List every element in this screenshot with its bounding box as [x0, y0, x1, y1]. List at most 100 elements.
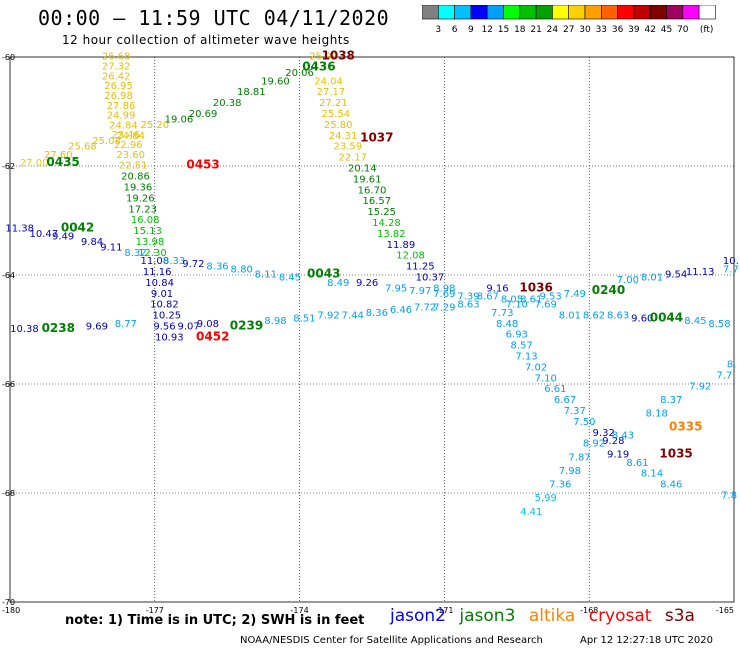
lon-tick-label: -177 [146, 606, 164, 615]
legend-label: 45 [661, 25, 672, 35]
legend-label: 27 [563, 25, 574, 35]
pass-time-label: 0238 [42, 321, 75, 335]
pass-time-label: 0239 [230, 319, 263, 333]
legend-label: 39 [628, 25, 640, 35]
wave-height-label: 20.38 [213, 98, 242, 109]
wave-height-label: 8.98 [264, 316, 286, 327]
wave-height-label: 8.58 [708, 319, 730, 330]
legend-unit: (ft) [700, 25, 714, 35]
wave-height-label: 9.11 [100, 242, 122, 253]
legend-label: 24 [547, 25, 559, 35]
legend-label: 21 [530, 25, 541, 35]
wave-height-label: 9.19 [607, 450, 629, 461]
wave-height-label: 10.82 [150, 300, 179, 311]
wave-height-label: 7.7 [716, 371, 732, 382]
wave-height-label: 5.99 [535, 493, 557, 504]
wave-height-label: 25.20 [140, 120, 169, 131]
wave-height-label: 22.51 [119, 161, 148, 172]
wave-height-label: 10.1 [723, 256, 740, 267]
wave-height-label: 11.89 [387, 240, 416, 251]
wave-height-label: 8.61 [520, 294, 542, 305]
lon-tick-label: -168 [580, 606, 598, 615]
wave-height-label: 24.84 [116, 131, 145, 142]
legend-label: 9 [468, 25, 474, 35]
legend-label: 42 [644, 25, 655, 35]
lon-tick-label: -174 [291, 606, 309, 615]
color-legend: 3 6 9 12 15 18 21 24 27 30 33 36 39 42 45 70 (ft) [422, 5, 716, 35]
wave-height-label: 9.07 [177, 322, 199, 333]
pass-time-label: 0335 [669, 419, 702, 433]
wave-height-label: 7.71 [723, 264, 740, 275]
legend-label: 36 [612, 25, 624, 35]
pass-time-label: 0453 [186, 158, 219, 172]
wave-height-label: 7.10 [506, 300, 528, 311]
wave-height-label: 7.02 [525, 362, 547, 373]
lat-tick-label: -68 [2, 489, 15, 498]
wave-height-label: 24.31 [329, 131, 358, 142]
wave-height-label: 8.80 [231, 264, 253, 275]
lat-tick-label: -62 [2, 162, 15, 171]
wave-height-label: 11.08 [140, 256, 169, 267]
wave-height-label: 8.05 [501, 294, 523, 305]
page-title: 00:00 – 11:59 UTC 04/11/2020 [38, 6, 390, 30]
wave-height-label: 7.72 [414, 302, 436, 313]
wave-height-label: 9.53 [539, 292, 561, 303]
satellite-cryosat: cryosat [588, 606, 652, 626]
wave-height-label: 9.28 [602, 436, 624, 447]
wave-height-label: 7.73 [491, 308, 513, 319]
wave-height-label: 26.42 [102, 71, 131, 82]
pass-time-label: 0435 [46, 155, 79, 169]
wave-height-label: 8. [727, 360, 737, 371]
wave-height-label: 24.99 [107, 111, 136, 122]
wave-height-label: 7.69 [433, 289, 455, 300]
lon-tick-label: -165 [716, 606, 734, 615]
wave-height-label: 11.13 [686, 267, 715, 278]
wave-height-label: 24.84 [109, 120, 138, 131]
wave-height-label: 25.68 [68, 142, 97, 153]
satellite-jason3: jason3 [459, 606, 516, 626]
legend-label: 3 [435, 25, 441, 35]
legend-swatch [698, 5, 716, 20]
wave-height-label: 8.51 [293, 313, 315, 324]
wave-height-label: 23.60 [116, 150, 145, 161]
wave-height-label: 23.46 [112, 130, 141, 141]
wave-height-label: 7.49 [564, 289, 586, 300]
pass-time-label: 1038 [322, 49, 355, 63]
satellite-s3a: s3a [664, 606, 695, 626]
pass-time-label: 0043 [307, 267, 340, 281]
wave-height-label: 8.45 [279, 272, 301, 283]
wave-height-label: 11.25 [406, 262, 435, 273]
wave-height-label: 8.01 [559, 311, 581, 322]
wave-height-label: 13.82 [377, 229, 406, 240]
wave-height-label: 12.30 [138, 248, 167, 259]
wave-height-label: 8.61 [626, 458, 648, 469]
lat-tick-label: -60 [2, 53, 15, 62]
pass-time-label: 1037 [360, 130, 393, 144]
wave-height-label: 6.93 [506, 330, 528, 341]
wave-height-label: 8.11 [255, 270, 277, 281]
wave-height-label: 19.06 [165, 114, 194, 125]
wave-height-label: 22.96 [114, 140, 143, 151]
wave-height-label: 10.93 [155, 332, 184, 343]
wave-height-label: 6.67 [554, 395, 576, 406]
wave-height-label: 16.57 [363, 196, 392, 207]
wave-height-label: 8.18 [646, 409, 668, 420]
wave-height-label: 7.39 [457, 292, 479, 303]
pass-time-label: 1036 [519, 280, 552, 294]
satellite-key: jason2 jason3 altika cryosat s3a [390, 606, 703, 626]
wave-height-label: 8.98 [433, 283, 455, 294]
wave-height-label: 9.60 [631, 313, 653, 324]
wave-height-label: 8.33 [163, 256, 185, 267]
wave-height-label: 7.29 [433, 302, 455, 313]
wave-height-label: 8.01 [641, 272, 663, 283]
wave-height-label: 7.37 [564, 406, 586, 417]
wave-height-label: 20.69 [189, 109, 218, 120]
wave-height-label: 26.68 [102, 52, 131, 63]
lat-tick-label: -70 [2, 598, 15, 607]
wave-height-label: 25.80 [324, 120, 353, 131]
wave-height-label: 9.32 [593, 428, 615, 439]
pass-time-label: 0044 [650, 310, 683, 324]
footnote: note: 1) Time is in UTC; 2) SWH is in fe… [65, 613, 365, 628]
wave-height-label: 8.46 [660, 480, 682, 491]
wave-height-label: 9.08 [197, 319, 219, 330]
